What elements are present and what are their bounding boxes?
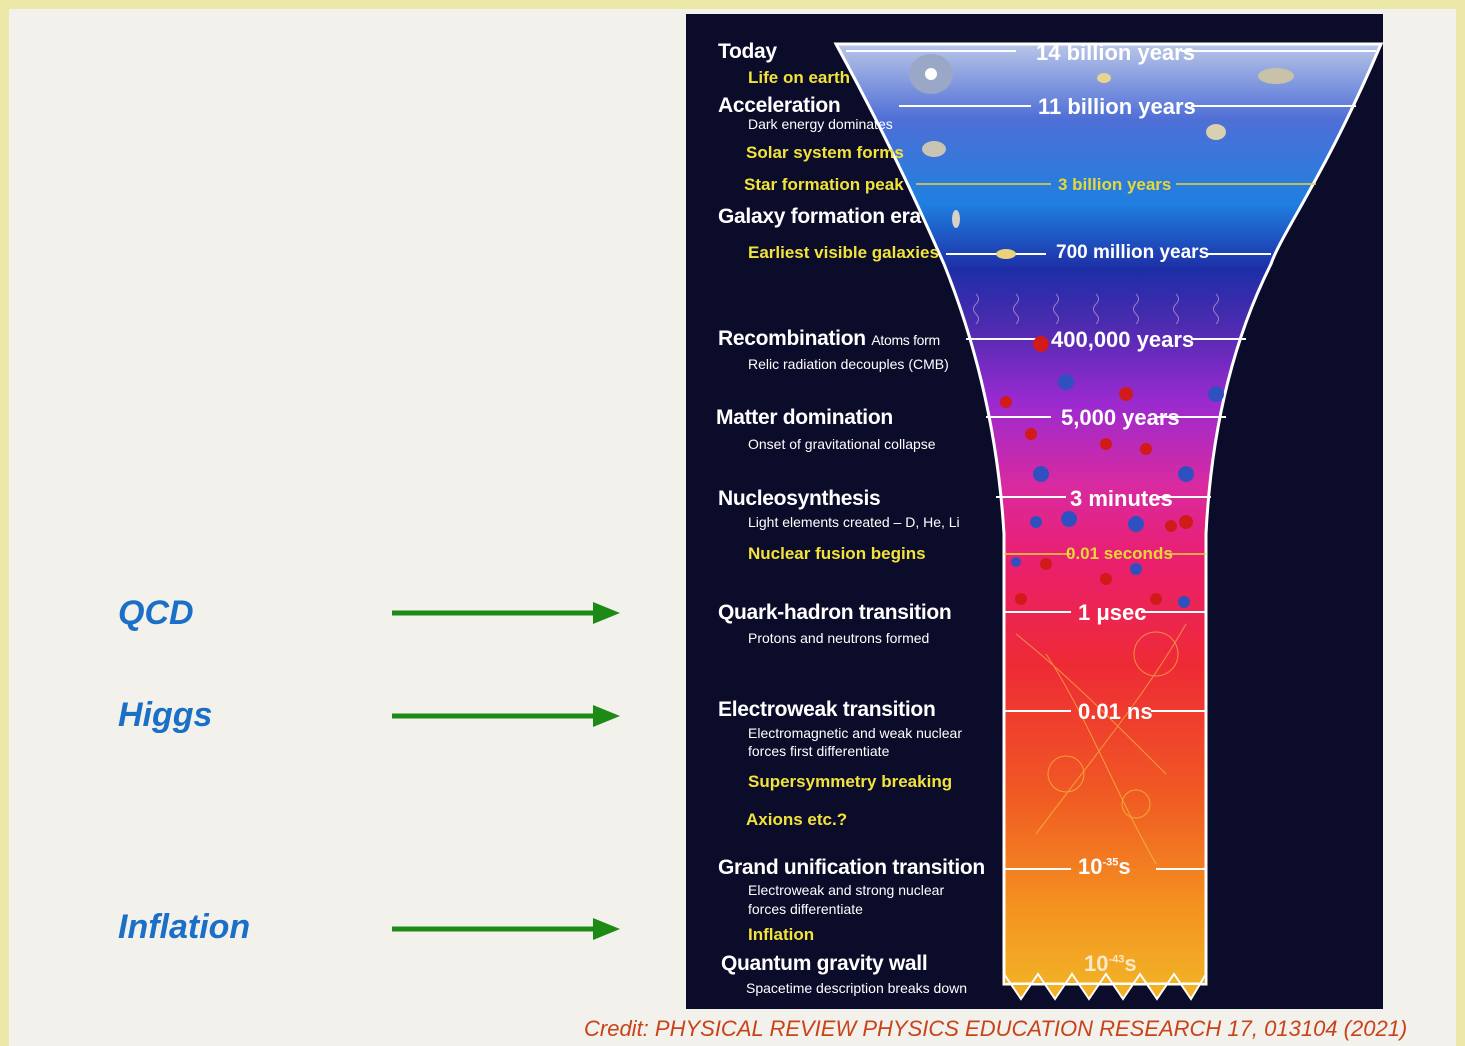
- time-10-43-s: 10-43s: [1084, 951, 1137, 977]
- era-nucleosynthesis: Nucleosynthesis: [718, 487, 881, 510]
- era-protons-neutrons: Protons and neutrons formed: [748, 630, 930, 646]
- era-electroweak-desc-1: Electromagnetic and weak nuclear: [748, 725, 963, 741]
- time-11-billion: 11 billion years: [1038, 94, 1196, 119]
- era-spacetime: Spacetime description breaks down: [746, 980, 968, 996]
- era-matter-domination: Matter domination: [716, 406, 893, 429]
- era-today: Today: [718, 40, 777, 63]
- universe-timeline-poster: Today Life on earth Acceleration Dark en…: [686, 14, 1383, 1009]
- era-recombination: Recombination Atoms form: [718, 327, 940, 351]
- radiation-waves: [973, 293, 1219, 325]
- era-nuclear-fusion: Nuclear fusion begins: [748, 544, 926, 563]
- time-400000: 400,000 years: [1051, 327, 1195, 352]
- era-gut-desc-1: Electroweak and strong nuclear: [748, 882, 945, 898]
- era-quark-hadron: Quark-hadron transition: [718, 601, 952, 624]
- time-700-million: 700 million years: [1056, 242, 1210, 263]
- gravity-wall-spikes: [1003, 970, 1207, 1001]
- era-gut-desc-2: forces differentiate: [748, 901, 863, 917]
- time-3-billion: 3 billion years: [1058, 175, 1172, 194]
- era-grand-unification: Grand unification transition: [718, 856, 985, 879]
- era-electroweak: Electroweak transition: [718, 698, 936, 721]
- time-10-35-base: 10: [1078, 854, 1103, 879]
- time-10-35-unit: s: [1118, 854, 1131, 879]
- era-life-on-earth: Life on earth: [748, 68, 851, 87]
- particle-dots: [1000, 336, 1224, 608]
- higgs-label: Higgs: [118, 696, 213, 734]
- time-0-01-ns: 0.01 ns: [1078, 699, 1153, 724]
- particle-tracks: [1015, 623, 1187, 865]
- time-1-microsecond: 1 μsec: [1078, 600, 1147, 625]
- era-dark-energy: Dark energy dominates: [748, 116, 893, 132]
- qcd-arrow: [392, 602, 620, 624]
- era-atoms-form: Atoms form: [871, 332, 940, 348]
- era-quantum-gravity: Quantum gravity wall: [721, 952, 928, 975]
- time-10-35-exponent: -35: [1102, 856, 1119, 869]
- era-onset-collapse: Onset of gravitational collapse: [748, 436, 936, 452]
- era-supersymmetry: Supersymmetry breaking: [748, 772, 953, 791]
- credit-line: Credit: PHYSICAL REVIEW PHYSICS EDUCATIO…: [584, 1016, 1408, 1041]
- time-10-35-s: 10-35s: [1078, 854, 1131, 880]
- time-0-01-seconds: 0.01 seconds: [1066, 544, 1173, 563]
- era-electroweak-desc-2: forces first differentiate: [748, 743, 890, 759]
- era-axions: Axions etc.?: [746, 810, 848, 829]
- era-light-elements: Light elements created – D, He, Li: [748, 514, 960, 530]
- era-galaxy-formation: Galaxy formation era: [718, 205, 921, 228]
- time-lines: [846, 50, 1376, 870]
- higgs-arrow: [392, 705, 620, 727]
- era-earliest-galaxies: Earliest visible galaxies: [748, 243, 939, 262]
- time-10-43-unit: s: [1124, 951, 1137, 976]
- inflation-arrow: [392, 918, 620, 940]
- time-3-minutes: 3 minutes: [1070, 486, 1173, 511]
- galaxy-icons: [909, 54, 1294, 259]
- era-solar-system: Solar system forms: [746, 143, 904, 162]
- era-star-formation: Star formation peak: [744, 175, 904, 194]
- qcd-label: QCD: [118, 594, 194, 632]
- time-10-43-exponent: -43: [1108, 953, 1125, 966]
- era-relic-radiation: Relic radiation decouples (CMB): [748, 356, 949, 372]
- time-14-billion: 14 billion years: [1036, 40, 1195, 65]
- universe-funnel: [833, 42, 1383, 1001]
- time-10-43-base: 10: [1084, 951, 1109, 976]
- era-inflation: Inflation: [748, 925, 815, 944]
- time-5000: 5,000 years: [1061, 405, 1180, 430]
- era-acceleration: Acceleration: [718, 94, 841, 117]
- era-recombination-title: Recombination: [718, 327, 866, 350]
- inflation-label: Inflation: [118, 908, 251, 946]
